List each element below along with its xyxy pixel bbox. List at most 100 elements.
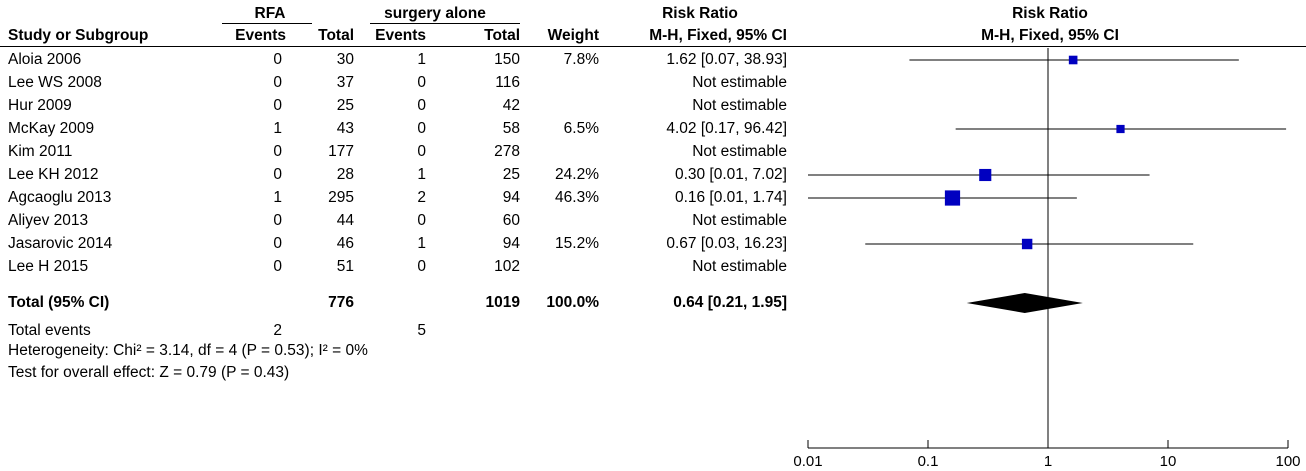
group2-header: surgery alone bbox=[384, 5, 486, 22]
rr-text: Not estimable bbox=[692, 74, 787, 91]
x-tick-label: 0.1 bbox=[918, 453, 939, 470]
total1: 37 bbox=[336, 74, 354, 91]
effect-marker bbox=[979, 168, 992, 182]
pooled-diamond bbox=[966, 293, 1083, 313]
col-weight: Weight bbox=[547, 27, 599, 44]
rr-text: Not estimable bbox=[692, 212, 787, 229]
study-name: Agcaoglu 2013 bbox=[8, 189, 112, 206]
rr-text: 1.62 [0.07, 38.93] bbox=[666, 51, 787, 68]
events1: 0 bbox=[273, 97, 282, 114]
col-total1: Total bbox=[318, 27, 354, 44]
total1: 51 bbox=[336, 258, 354, 275]
events2: 1 bbox=[417, 166, 426, 183]
plot-title: Risk Ratio bbox=[1012, 5, 1088, 22]
events1: 0 bbox=[273, 212, 282, 229]
total-n1: 776 bbox=[328, 294, 354, 311]
rr-text: Not estimable bbox=[692, 143, 787, 160]
rr-title: Risk Ratio bbox=[662, 5, 738, 22]
effect-marker bbox=[1021, 238, 1033, 250]
study-name: Aliyev 2013 bbox=[8, 212, 89, 229]
total1: 46 bbox=[336, 235, 354, 252]
heterogeneity-text: Heterogeneity: Chi² = 3.14, df = 4 (P = … bbox=[8, 342, 368, 359]
overall-effect-text: Test for overall effect: Z = 0.79 (P = 0… bbox=[8, 364, 290, 381]
effect-marker bbox=[1116, 124, 1125, 134]
events2: 2 bbox=[417, 189, 426, 206]
weight: 6.5% bbox=[563, 120, 599, 137]
effect-marker bbox=[944, 190, 961, 206]
weight: 46.3% bbox=[555, 189, 599, 206]
total-events1: 2 bbox=[273, 322, 282, 339]
total2: 116 bbox=[495, 74, 520, 91]
weight: 15.2% bbox=[555, 235, 599, 252]
x-tick-label: 100 bbox=[1275, 453, 1300, 470]
plot-subtitle: M-H, Fixed, 95% CI bbox=[981, 27, 1119, 44]
events1: 1 bbox=[273, 189, 282, 206]
col-total2: Total bbox=[484, 27, 520, 44]
events1: 0 bbox=[273, 258, 282, 275]
total1: 177 bbox=[328, 143, 354, 160]
total1: 44 bbox=[336, 212, 354, 229]
weight: 24.2% bbox=[555, 166, 599, 183]
col-study: Study or Subgroup bbox=[8, 27, 149, 44]
x-tick-label: 10 bbox=[1160, 453, 1177, 470]
total1: 25 bbox=[336, 97, 354, 114]
total-events2: 5 bbox=[417, 322, 426, 339]
events2: 0 bbox=[417, 143, 426, 160]
events1: 0 bbox=[273, 143, 282, 160]
total2: 278 bbox=[494, 143, 520, 160]
rr-text: 0.16 [0.01, 1.74] bbox=[674, 189, 787, 206]
study-name: Jasarovic 2014 bbox=[8, 235, 113, 252]
total1: 43 bbox=[336, 120, 354, 137]
rr-text: 0.30 [0.01, 7.02] bbox=[674, 166, 787, 183]
events1: 0 bbox=[273, 51, 282, 68]
study-name: Lee H 2015 bbox=[8, 258, 89, 275]
events2: 0 bbox=[417, 258, 426, 275]
study-name: Lee WS 2008 bbox=[8, 74, 102, 91]
events2: 1 bbox=[417, 235, 426, 252]
total-events-label: Total events bbox=[8, 322, 91, 339]
events2: 1 bbox=[417, 51, 426, 68]
x-tick-label: 1 bbox=[1044, 453, 1052, 470]
col-events2: Events bbox=[375, 27, 426, 44]
study-name: Lee KH 2012 bbox=[8, 166, 99, 183]
events2: 0 bbox=[417, 97, 426, 114]
total1: 28 bbox=[336, 166, 354, 183]
total1: 295 bbox=[328, 189, 354, 206]
total2: 25 bbox=[502, 166, 520, 183]
study-name: McKay 2009 bbox=[8, 120, 95, 137]
total-weight: 100.0% bbox=[546, 294, 599, 311]
total2: 102 bbox=[494, 258, 520, 275]
rr-text: 4.02 [0.17, 96.42] bbox=[666, 120, 787, 137]
group1-underline bbox=[222, 23, 312, 24]
events2: 0 bbox=[417, 120, 426, 137]
events1: 0 bbox=[273, 74, 282, 91]
col-rr: M-H, Fixed, 95% CI bbox=[649, 27, 787, 44]
study-name: Hur 2009 bbox=[8, 97, 72, 114]
group1-header: RFA bbox=[254, 5, 286, 22]
total1: 30 bbox=[336, 51, 354, 68]
total-n2: 1019 bbox=[485, 294, 520, 311]
rr-text: 0.67 [0.03, 16.23] bbox=[666, 235, 787, 252]
effect-marker bbox=[1068, 55, 1078, 65]
col-events1: Events bbox=[235, 27, 286, 44]
total-label: Total (95% CI) bbox=[8, 294, 110, 311]
events2: 0 bbox=[417, 212, 426, 229]
group2-underline bbox=[370, 23, 520, 24]
events1: 0 bbox=[273, 166, 282, 183]
total2: 94 bbox=[502, 235, 520, 252]
total2: 94 bbox=[502, 189, 520, 206]
weight: 7.8% bbox=[563, 51, 599, 68]
total2: 58 bbox=[502, 120, 520, 137]
x-tick-label: 0.01 bbox=[793, 453, 822, 470]
total2: 60 bbox=[502, 212, 520, 229]
study-name: Kim 2011 bbox=[8, 143, 73, 160]
rr-text: Not estimable bbox=[692, 258, 787, 275]
events1: 0 bbox=[273, 235, 282, 252]
events1: 1 bbox=[273, 120, 282, 137]
study-name: Aloia 2006 bbox=[8, 51, 82, 68]
total2: 150 bbox=[494, 51, 520, 68]
events2: 0 bbox=[417, 74, 426, 91]
total-rr-text: 0.64 [0.21, 1.95] bbox=[673, 294, 787, 311]
header-rule bbox=[0, 46, 1306, 47]
